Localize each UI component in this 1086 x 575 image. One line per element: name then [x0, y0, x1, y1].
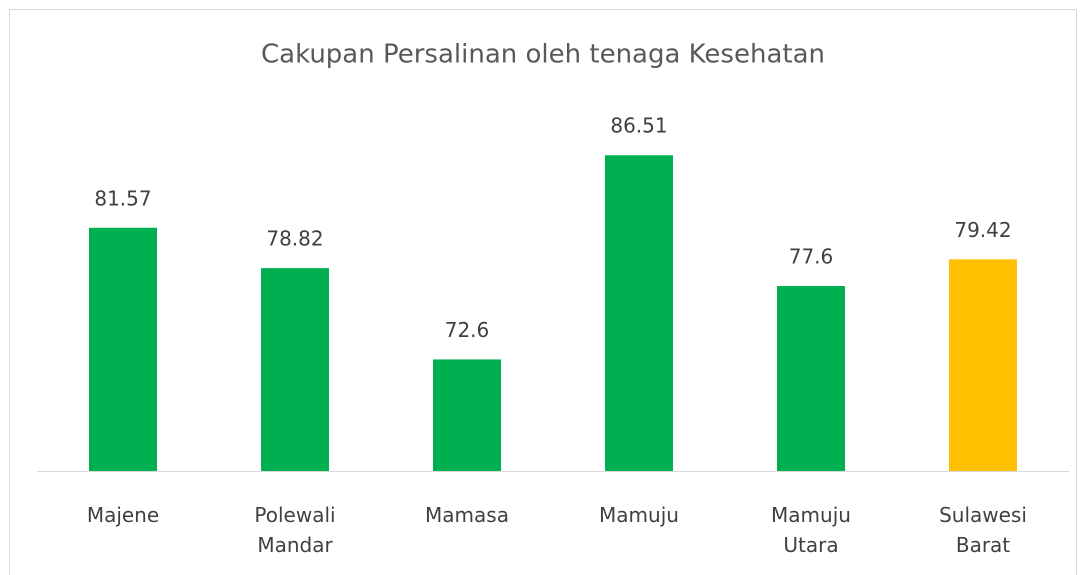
bar — [261, 268, 329, 471]
x-tick-label: Majene — [86, 503, 160, 527]
bar — [433, 359, 501, 471]
data-label: 72.6 — [445, 318, 490, 342]
chart-frame — [9, 9, 1077, 575]
x-tick-label: Sulawesi Barat — [939, 503, 1027, 557]
data-label: 78.82 — [266, 227, 323, 251]
x-tick-label: Mamuju — [599, 503, 679, 527]
bar — [89, 227, 157, 471]
bar — [949, 259, 1017, 471]
data-label: 86.51 — [610, 114, 667, 138]
x-tick-label: Mamasa — [425, 503, 509, 527]
bar — [605, 155, 673, 471]
chart-title: Cakupan Persalinan oleh tenaga Kesehatan — [261, 40, 825, 70]
data-label: 79.42 — [954, 218, 1011, 242]
x-tick-label: Polewali Mandar — [254, 503, 336, 557]
x-tick-label: Mamuju Utara — [771, 503, 851, 557]
data-label: 81.57 — [94, 186, 151, 210]
bar — [777, 286, 845, 471]
data-label: 77.6 — [789, 245, 834, 269]
